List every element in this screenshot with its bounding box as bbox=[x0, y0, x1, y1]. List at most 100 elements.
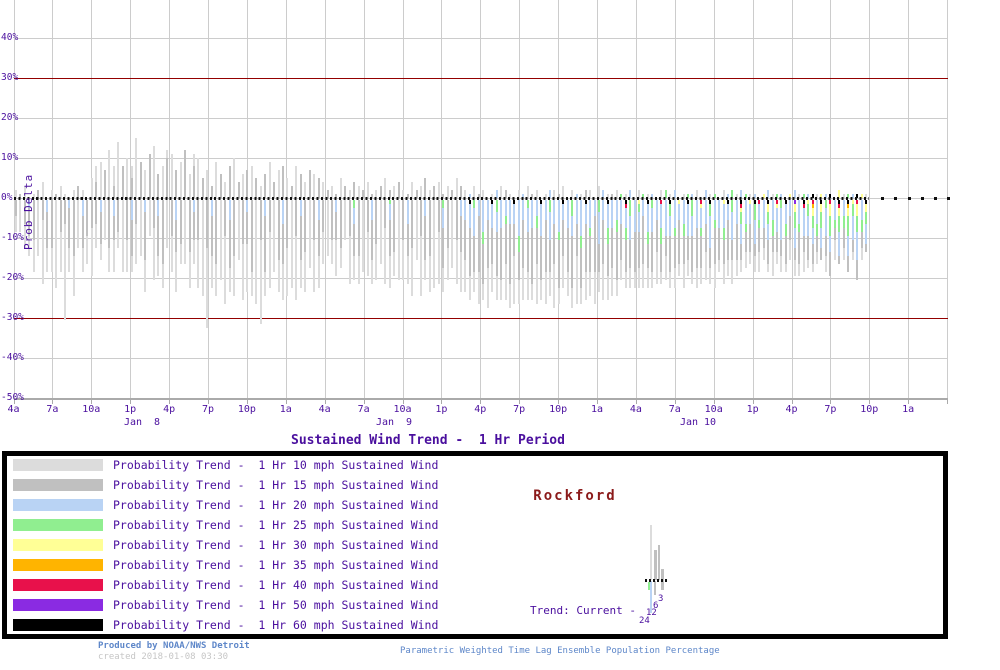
prob-delta-bar-down bbox=[686, 204, 689, 236]
prob-delta-bar-up bbox=[651, 194, 654, 198]
prob-delta-bar-down bbox=[241, 200, 244, 244]
prob-delta-bar-down bbox=[55, 200, 58, 288]
prob-delta-bar-down bbox=[589, 200, 592, 228]
prob-delta-bar-up bbox=[531, 194, 534, 198]
prob-delta-bar-down bbox=[522, 200, 525, 220]
prob-delta-bar-up bbox=[308, 170, 311, 198]
prob-delta-bar-down bbox=[700, 228, 703, 236]
prob-delta-bar-up bbox=[686, 194, 689, 198]
prob-delta-bar-down bbox=[419, 200, 422, 236]
prob-delta-bar-up bbox=[210, 186, 213, 198]
prob-delta-bar-down bbox=[624, 240, 627, 272]
prob-delta-bar-down bbox=[584, 204, 587, 224]
prob-delta-bar-down bbox=[148, 200, 151, 236]
prob-delta-bar-down bbox=[589, 228, 592, 236]
prob-delta-bar-down bbox=[491, 200, 494, 204]
prob-delta-bar-down bbox=[161, 264, 164, 288]
prob-delta-bar-up bbox=[95, 166, 98, 182]
prob-delta-bar-down bbox=[544, 220, 547, 272]
prob-delta-bar-down bbox=[704, 224, 707, 252]
prob-delta-bar-down bbox=[638, 200, 640, 204]
prob-delta-bar-down bbox=[402, 200, 405, 240]
prob-delta-bar-up bbox=[201, 178, 204, 198]
prob-delta-bar-up bbox=[682, 194, 685, 198]
x-tick-label: 1p bbox=[746, 404, 759, 415]
x-tick-label: 1a bbox=[279, 404, 292, 415]
prob-delta-bar-down bbox=[170, 236, 173, 272]
prob-delta-bar-up bbox=[375, 190, 378, 198]
prob-delta-bar-up bbox=[473, 186, 476, 198]
prob-delta-bar-down bbox=[215, 264, 218, 296]
prob-delta-bar-down bbox=[233, 256, 236, 296]
prob-delta-bar-up bbox=[802, 194, 805, 198]
prob-delta-bar-down bbox=[313, 240, 316, 292]
prob-delta-bar-down bbox=[646, 244, 649, 268]
prob-delta-bar-down bbox=[250, 272, 253, 296]
x-tick-label: 10p bbox=[237, 404, 256, 415]
prob-delta-bar-down bbox=[718, 200, 721, 228]
legend-label: Probability Trend - 1 Hr 30 mph Sustaine… bbox=[113, 538, 439, 552]
x-tick-label: 7p bbox=[824, 404, 837, 415]
prob-delta-bar-down bbox=[130, 200, 133, 220]
prob-delta-bar-up bbox=[571, 190, 574, 198]
prob-delta-bar-down bbox=[793, 260, 796, 276]
prob-delta-bar-down bbox=[562, 256, 565, 288]
prob-delta-bar-down bbox=[722, 200, 725, 204]
prob-delta-bar-down bbox=[767, 200, 770, 204]
zero-mark bbox=[921, 197, 924, 200]
prob-delta-bar-down bbox=[339, 200, 342, 248]
prob-delta-bar-down bbox=[802, 252, 805, 272]
x-axis-tick bbox=[363, 398, 365, 404]
legend-swatch bbox=[13, 519, 103, 531]
x-tick-label: 10a bbox=[393, 404, 412, 415]
prob-delta-bar-up bbox=[135, 138, 138, 198]
x-axis-tick bbox=[713, 398, 715, 404]
prob-delta-bar-down bbox=[504, 264, 507, 300]
prob-delta-bar-down bbox=[144, 260, 147, 292]
prob-delta-bar-down bbox=[678, 200, 681, 204]
prob-delta-bar-up bbox=[864, 194, 867, 198]
prob-delta-bar-down bbox=[651, 232, 654, 272]
prob-delta-bar-up bbox=[762, 194, 765, 198]
prob-delta-bar-down bbox=[838, 256, 841, 264]
prob-delta-bar-down bbox=[277, 260, 280, 292]
prob-delta-bar-up bbox=[246, 170, 249, 198]
prob-delta-bar-down bbox=[771, 236, 774, 252]
prob-delta-bar-up bbox=[775, 194, 778, 198]
prob-delta-bar-up bbox=[90, 178, 93, 198]
prob-delta-bar-down bbox=[709, 200, 712, 204]
prob-delta-bar-down bbox=[678, 220, 681, 264]
prob-delta-bar-down bbox=[798, 224, 801, 232]
prob-delta-bar-down bbox=[540, 200, 543, 204]
prob-delta-bar-up bbox=[455, 178, 458, 198]
prob-delta-bar-down bbox=[188, 200, 191, 252]
prob-delta-bar-down bbox=[820, 248, 823, 260]
prob-delta-bar-down bbox=[660, 204, 663, 228]
prob-delta-bar-down bbox=[166, 200, 169, 248]
prob-delta-bar-down bbox=[629, 240, 632, 268]
prob-delta-bar-down bbox=[842, 228, 845, 248]
prob-delta-bar-down bbox=[482, 244, 485, 284]
prob-delta-bar-down bbox=[442, 228, 445, 268]
prob-delta-bar-up bbox=[491, 194, 494, 198]
prob-delta-bar-down bbox=[629, 268, 632, 288]
prob-delta-bar-down bbox=[820, 212, 823, 228]
y-tick-label: -50% bbox=[1, 392, 24, 403]
prob-delta-bar-down bbox=[802, 204, 805, 208]
prob-delta-bar-down bbox=[139, 200, 142, 256]
footer-ensemble-note: Parametric Weighted Time Lag Ensemble Po… bbox=[400, 646, 720, 656]
prob-delta-bar-down bbox=[704, 200, 707, 224]
prob-delta-bar-down bbox=[549, 200, 551, 212]
prob-delta-bar-down bbox=[802, 208, 805, 236]
x-axis-tick bbox=[597, 398, 598, 404]
prob-delta-bar-up bbox=[371, 194, 373, 198]
x-axis-tick bbox=[519, 398, 521, 404]
prob-delta-bar-down bbox=[295, 236, 298, 300]
prob-delta-bar-down bbox=[807, 260, 810, 268]
prob-delta-bar-down bbox=[833, 228, 836, 240]
prob-delta-bar-down bbox=[629, 200, 632, 216]
prob-delta-bar-up bbox=[295, 166, 298, 198]
prob-delta-bar-down bbox=[104, 200, 106, 240]
prob-delta-bar-down bbox=[856, 260, 859, 280]
